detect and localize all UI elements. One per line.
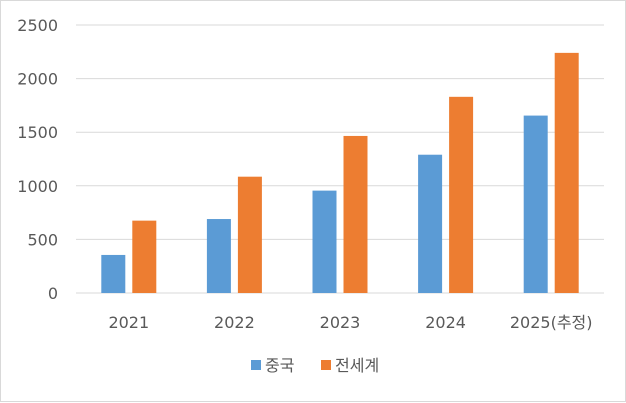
- x-axis: 2021 2022 2023 2024 2025(추정): [108, 313, 592, 332]
- y-tick-label: 2500: [17, 16, 58, 35]
- x-tick-label: 2024: [425, 313, 466, 332]
- legend: 중국 전세계: [251, 356, 379, 375]
- bar-전세계-2021: [132, 220, 157, 293]
- legend-label: 전세계: [335, 356, 379, 375]
- bar-전세계-2024: [449, 96, 474, 293]
- bar-전세계-2022: [237, 176, 262, 293]
- y-tick-label: 0: [48, 284, 58, 303]
- y-tick-label: 1000: [17, 177, 58, 196]
- y-axis: 0 500 1000 1500 2000 2500: [17, 16, 58, 303]
- y-tick-label: 2000: [17, 70, 58, 89]
- x-tick-label: 2023: [320, 313, 361, 332]
- bar-중국-2024: [418, 154, 443, 293]
- bar-중국-2025(추정): [523, 115, 548, 293]
- legend-label: 중국: [265, 356, 294, 375]
- bar-전세계-2025(추정): [554, 52, 579, 293]
- bar-중국-2021: [101, 254, 126, 293]
- gridlines: [76, 24, 604, 294]
- x-tick-label: 2025(추정): [510, 313, 593, 332]
- bar-중국-2023: [312, 190, 337, 293]
- y-tick-label: 1500: [17, 123, 58, 142]
- bars: [101, 52, 579, 293]
- y-tick-label: 500: [27, 230, 58, 249]
- bar-중국-2022: [206, 219, 231, 293]
- x-tick-label: 2021: [108, 313, 149, 332]
- legend-swatch-전세계: [321, 360, 331, 370]
- bar-전세계-2023: [343, 135, 368, 293]
- legend-swatch-중국: [251, 360, 261, 370]
- x-tick-label: 2022: [214, 313, 255, 332]
